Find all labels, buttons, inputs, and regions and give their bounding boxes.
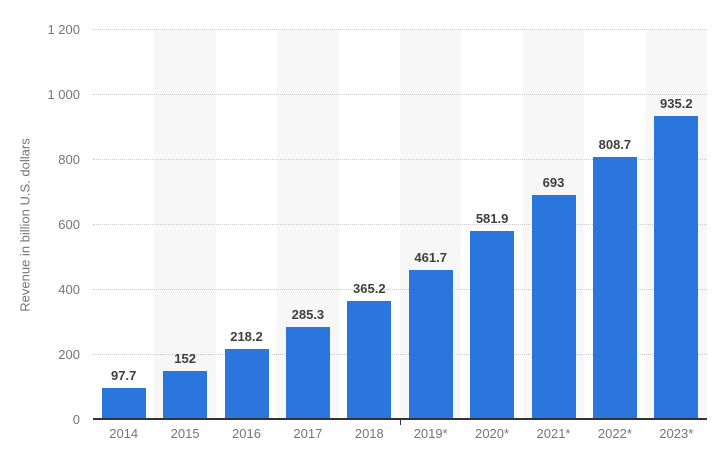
y-tick-label: 400	[58, 282, 80, 297]
gridline	[93, 29, 707, 30]
y-tick-label: 0	[72, 412, 80, 427]
x-tick-label: 2023*	[659, 426, 694, 441]
value-label: 152	[174, 350, 196, 366]
value-label: 935.2	[660, 96, 693, 112]
x-tick-label: 2018	[354, 426, 384, 441]
column-band	[154, 30, 216, 420]
bar-2018[interactable]	[347, 301, 392, 420]
x-tick-label: 2020*	[475, 426, 510, 441]
y-tick-label: 1 200	[47, 22, 80, 37]
y-tick-label: 1 000	[47, 87, 80, 102]
x-axis-line	[93, 418, 707, 420]
x-tick-label: 2022*	[597, 426, 632, 441]
value-label: 97.7	[111, 368, 137, 384]
value-label: 285.3	[291, 307, 325, 323]
gridline	[93, 224, 707, 225]
y-tick-label: 600	[58, 217, 80, 232]
x-tick-label: 2015	[170, 426, 200, 441]
bar-2017[interactable]	[285, 327, 330, 420]
gridline	[93, 289, 707, 290]
y-tick-label: 200	[58, 347, 80, 362]
value-label: 365.2	[353, 281, 386, 297]
value-label: 693	[542, 174, 565, 190]
x-tick-label: 2021*	[536, 426, 571, 441]
bar-2020*[interactable]	[470, 230, 515, 420]
value-label: 581.9	[475, 210, 509, 226]
value-label: 218.2	[230, 329, 263, 345]
bar-2022*[interactable]	[592, 157, 637, 420]
bar-2021*[interactable]	[531, 194, 576, 420]
x-tick-label: 2019*	[413, 426, 448, 441]
bar-2019*[interactable]	[408, 269, 453, 420]
value-label: 461.7	[414, 249, 447, 265]
gridline	[93, 94, 707, 95]
bar-2016[interactable]	[224, 349, 269, 420]
y-tick-label: 800	[58, 152, 80, 167]
bar-2023*[interactable]	[654, 116, 699, 420]
gridline	[93, 159, 707, 160]
bar-2015[interactable]	[163, 370, 208, 420]
x-tick-label: 2017	[293, 426, 323, 441]
value-label: 808.7	[598, 137, 632, 153]
x-axis-tick	[400, 420, 401, 425]
x-tick-label: 2016	[232, 426, 261, 441]
x-tick-label: 2014	[109, 426, 139, 441]
gridline	[93, 354, 707, 355]
plot-area: 97.7 152 218.2 285.3 365.2 461.7 581.9 693 808.7…	[93, 29, 707, 420]
bar-2014[interactable]	[101, 388, 146, 420]
